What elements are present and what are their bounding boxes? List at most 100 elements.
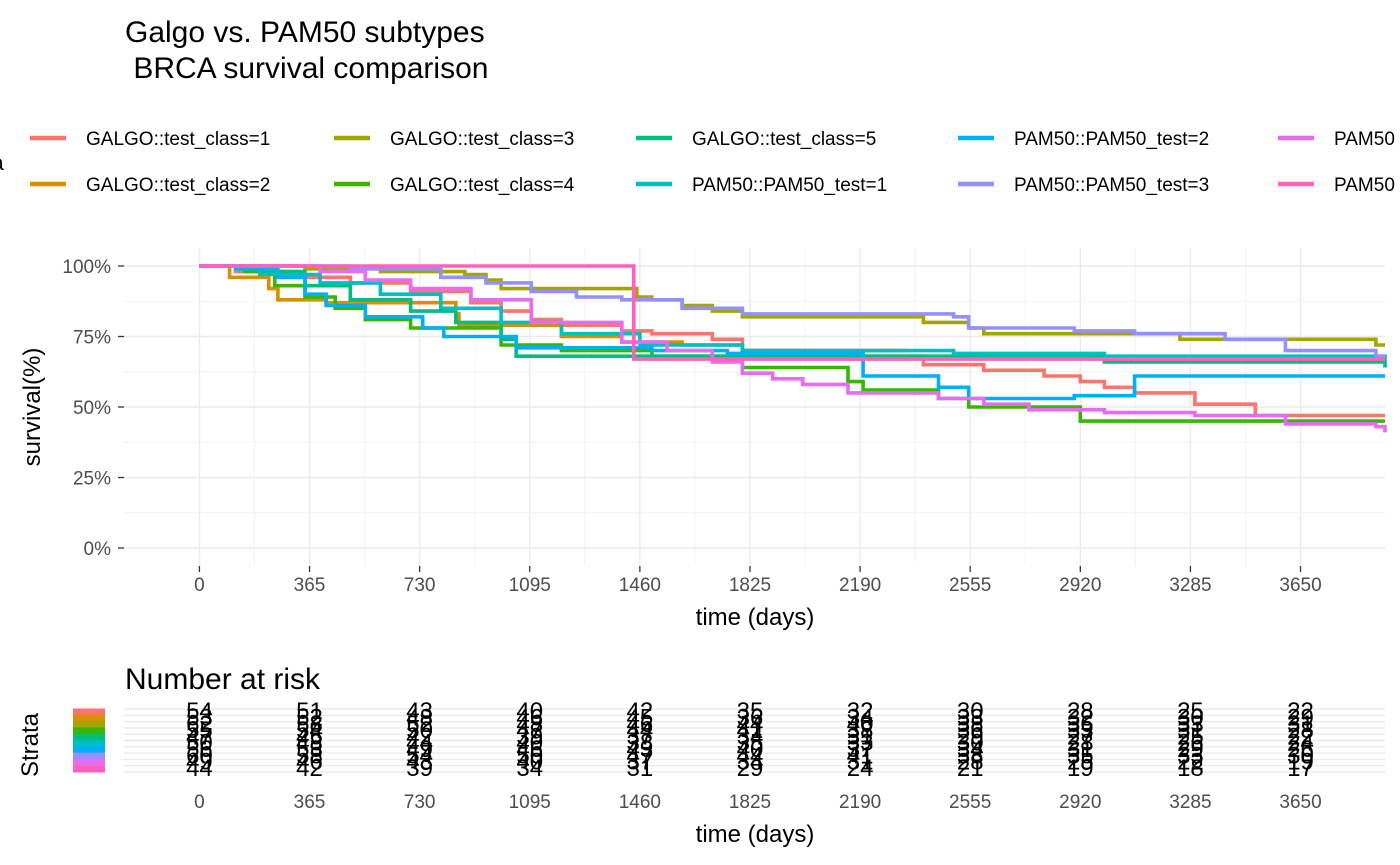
- y-tick-label: 50%: [73, 398, 111, 419]
- risk-count: 25: [1067, 749, 1094, 776]
- risk-count: 46: [296, 749, 323, 776]
- risk-count: 48: [406, 704, 433, 731]
- risk-count: 46: [516, 704, 543, 731]
- risk-count: 31: [847, 723, 874, 750]
- risk-count: 31: [1067, 736, 1094, 763]
- risk-count: 26: [1177, 730, 1204, 757]
- risk-x-tick-label: 3650: [1279, 792, 1321, 813]
- risk-count: 50: [516, 742, 543, 769]
- risk-count: 42: [627, 698, 654, 725]
- risk-count: 41: [737, 717, 764, 744]
- risk-count: 25: [1177, 723, 1204, 750]
- risk-count: 42: [406, 723, 433, 750]
- x-tick-label: 2555: [949, 575, 991, 596]
- risk-count: 31: [847, 749, 874, 776]
- risk-count: 35: [737, 730, 764, 757]
- risk-count: 39: [406, 755, 433, 782]
- risk-x-tick-label: 0: [194, 792, 205, 813]
- survival-curve-9: [199, 264, 1387, 433]
- strata-swatch-9: [73, 758, 105, 767]
- x-tick-label: 3285: [1169, 575, 1211, 596]
- risk-count: 29: [737, 755, 764, 782]
- x-tick-label: 1460: [619, 575, 661, 596]
- risk-count: 21: [957, 755, 984, 782]
- risk-count: 43: [406, 749, 433, 776]
- strata-swatch-1: [73, 708, 105, 716]
- risk-x-tick-label: 1095: [509, 792, 551, 813]
- risk-count: 33: [1067, 717, 1094, 744]
- x-axis-title: time (days): [696, 604, 815, 631]
- risk-table-x-ticks: 0 365 730 1095 1460 1825 2190 2555 2920 3285 3650: [194, 792, 1322, 813]
- survival-curves: [199, 264, 1387, 433]
- plot-axes: 0 365 730 1095 1460 1825 2190 2555 2920 3285 3650 0…: [62, 257, 1321, 596]
- risk-count: 45: [296, 723, 323, 750]
- risk-count: 30: [1177, 704, 1204, 731]
- risk-count: 40: [737, 736, 764, 763]
- risk-count: 31: [1287, 711, 1314, 738]
- x-tick-label: 730: [404, 575, 436, 596]
- risk-count: 33: [957, 704, 984, 731]
- risk-count: 29: [1177, 736, 1204, 763]
- risk-count: 56: [186, 736, 213, 763]
- legend-label-4: GALGO::test_class=4: [390, 175, 575, 196]
- risk-count: 31: [1177, 717, 1204, 744]
- risk-count: 30: [957, 698, 984, 725]
- risk-count: 30: [1287, 742, 1314, 769]
- risk-count: 44: [406, 730, 433, 757]
- risk-count: 34: [737, 723, 764, 750]
- risk-count: 29: [1287, 704, 1314, 731]
- risk-x-tick-label: 1825: [729, 792, 771, 813]
- risk-count: 41: [847, 742, 874, 769]
- legend-label-6: PAM50::PAM50_test=1: [692, 175, 887, 196]
- risk-count: 36: [1067, 711, 1094, 738]
- risk-count: 33: [847, 730, 874, 757]
- risk-count: 46: [627, 711, 654, 738]
- risk-count: 38: [957, 711, 984, 738]
- risk-count: 54: [296, 717, 323, 744]
- survival-curve-8: [199, 264, 1385, 358]
- risk-x-tick-label: 3285: [1169, 792, 1211, 813]
- risk-count: 36: [737, 704, 764, 731]
- risk-count: 33: [1177, 742, 1204, 769]
- risk-count: 26: [1287, 736, 1314, 763]
- risk-count: 28: [1287, 717, 1314, 744]
- risk-count: 36: [957, 717, 984, 744]
- risk-count: 49: [406, 736, 433, 763]
- risk-count: 45: [627, 704, 654, 731]
- chart-title-line1: Galgo vs. PAM50 subtypes: [125, 16, 485, 49]
- risk-count: 58: [296, 711, 323, 738]
- strata-swatch-8: [73, 752, 105, 760]
- strata-swatch-7: [73, 746, 105, 754]
- strata-swatch-2: [73, 714, 105, 723]
- risk-count: 31: [627, 755, 654, 782]
- strata-swatch-4: [73, 727, 105, 735]
- x-tick-label: 0: [194, 575, 205, 596]
- survival-curve-4: [199, 264, 1385, 423]
- chart-title-line2: BRCA survival comparison: [125, 52, 488, 85]
- risk-count: 62: [186, 711, 213, 738]
- risk-count: 44: [627, 717, 654, 744]
- legend-label-8: PAM50::PAM50_test=3: [1014, 175, 1209, 196]
- risk-count: 44: [186, 755, 213, 782]
- risk-count: 48: [516, 711, 543, 738]
- risk-count: 35: [737, 698, 764, 725]
- x-tick-label: 2190: [839, 575, 881, 596]
- survival-curve-3: [199, 264, 1385, 347]
- risk-table-ylabel: Strata: [17, 712, 44, 777]
- risk-table-title: Number at risk: [125, 663, 321, 696]
- risk-count: 22: [1287, 723, 1314, 750]
- risk-count: 53: [186, 704, 213, 731]
- risk-count: 40: [516, 698, 543, 725]
- risk-count: 54: [186, 698, 213, 725]
- legend-label-10: PAM50: [1334, 175, 1395, 196]
- risk-count: 39: [516, 723, 543, 750]
- risk-count: 40: [847, 711, 874, 738]
- risk-count: 52: [406, 711, 433, 738]
- risk-count: 19: [1287, 749, 1314, 776]
- risk-count: 34: [957, 736, 984, 763]
- risk-count: 40: [516, 749, 543, 776]
- risk-count: 46: [516, 736, 543, 763]
- risk-count: 37: [627, 749, 654, 776]
